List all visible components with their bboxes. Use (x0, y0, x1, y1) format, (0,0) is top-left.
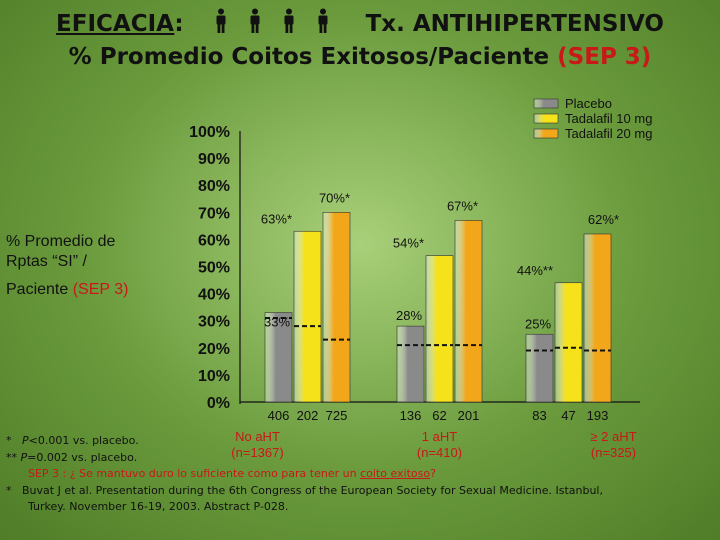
y-axis-description: % Promedio de Rptas “SI” / Paciente (SEP… (6, 232, 156, 300)
y-tick-label: 60% (198, 232, 230, 249)
bar-value-label: 62%* (588, 212, 619, 227)
title-main: % Promedio Coitos Exitosos/Paciente (68, 44, 550, 70)
y-tick-label: 90% (198, 151, 230, 168)
bar-placebo-group-3 (525, 333, 554, 403)
bar-value-label: 54%* (393, 236, 424, 251)
n-value-label: 201 (458, 408, 480, 423)
sep3-link-text: coito exitoso (360, 467, 431, 480)
n-value-label: 406 (268, 408, 290, 423)
header: EFICACIA: Tx. ANTIHIPERTENSIVO % Promedi… (0, 8, 720, 70)
y-label-line-2: Rptas “SI” / (6, 253, 87, 270)
person-icons (204, 8, 340, 40)
footnote-reference-2: Turkey. November 16-19, 2003. Abstract P… (28, 500, 289, 513)
title-antihipertensivo: Tx. ANTIHIPERTENSIVO (365, 11, 664, 37)
footnote-reference: * Buvat J et al. Presentation during the… (6, 484, 603, 497)
n-value-label: 202 (297, 408, 319, 423)
footnote-2: ** P=0.002 vs. placebo. (6, 451, 138, 464)
legend-label-tad20: Tadalafil 20 mg (565, 126, 652, 141)
y-label-paciente: Paciente (6, 281, 69, 298)
person-icon (216, 8, 226, 33)
y-tick-label: 30% (198, 314, 230, 331)
y-tick-label: 50% (198, 260, 230, 277)
bar-value-label: 33% (264, 315, 290, 330)
bar-placebo-group-1 (264, 312, 293, 403)
y-tick-label: 40% (198, 287, 230, 304)
bar-value-label: 44%** (517, 263, 553, 278)
person-icon (284, 8, 294, 33)
group-category-label: ≥ 2 aHT (590, 429, 636, 444)
y-label-line-3: Paciente (SEP 3) (6, 280, 156, 300)
person-icon (318, 8, 328, 33)
n-value-label: 83 (532, 408, 546, 423)
title-eficacia: EFICACIA (56, 11, 175, 37)
title-line-1: EFICACIA: Tx. ANTIHIPERTENSIVO (0, 8, 720, 40)
group-category-label: No aHT (235, 429, 280, 444)
bar-tad10-group-3 (554, 282, 583, 403)
bar-tad20-group-1 (322, 212, 351, 403)
y-tick-label: 20% (198, 341, 230, 358)
y-tick-label: 80% (198, 178, 230, 195)
n-value-label: 193 (587, 408, 609, 423)
legend-swatch-tad10 (533, 113, 559, 124)
group-category-label: 1 aHT (422, 429, 457, 444)
group-n-total-label: (n=325) (591, 445, 636, 460)
y-tick-label: 70% (198, 205, 230, 222)
title-colon: : (174, 11, 184, 37)
bar-tad20-group-2 (454, 220, 483, 403)
group-n-total-label: (n=1367) (231, 445, 283, 460)
bar-value-label: 70%* (319, 190, 350, 205)
bar-tad10-group-1 (293, 230, 322, 403)
person-icon (250, 8, 260, 33)
legend-label-tad10: Tadalafil 10 mg (565, 111, 652, 126)
n-value-label: 136 (400, 408, 422, 423)
bar-placebo-group-2 (396, 325, 425, 403)
y-tick-label: 10% (198, 368, 230, 385)
y-tick-label: 0% (207, 395, 230, 412)
bar-value-label: 28% (396, 308, 422, 323)
footnote-1: * P<0.001 vs. placebo. (6, 434, 139, 447)
bar-tad20-group-3 (583, 233, 612, 403)
y-label-line-1: % Promedio de (6, 233, 116, 250)
title-highlight: (SEP 3) (557, 44, 652, 70)
bar-value-label: 63%* (261, 211, 292, 226)
title-line-2: % Promedio Coitos Exitosos/Paciente (SEP… (0, 44, 720, 70)
footnote-sep3: SEP 3 : ¿ Se mantuvo duro lo suficiente … (28, 467, 436, 480)
group-n-total-label: (n=410) (417, 445, 462, 460)
y-tick-label: 100% (189, 124, 230, 141)
n-value-label: 62 (432, 408, 446, 423)
bar-value-label: 67%* (447, 198, 478, 213)
legend-swatch-tad20 (533, 128, 559, 139)
n-value-label: 47 (561, 408, 575, 423)
legend-swatch-placebo (533, 98, 559, 109)
bar-value-label: 25% (525, 316, 551, 331)
y-label-highlight: (SEP 3) (72, 281, 129, 298)
legend-label-placebo: Placebo (565, 96, 612, 111)
bar-tad10-group-2 (425, 255, 454, 403)
n-value-label: 725 (326, 408, 348, 423)
